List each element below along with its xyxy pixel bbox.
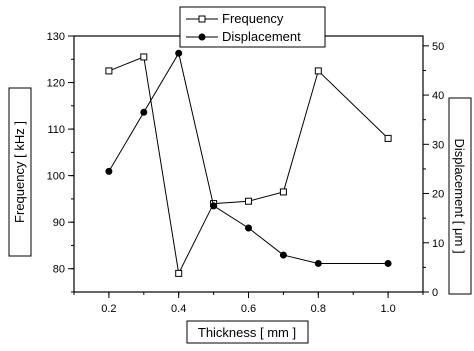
left-y-tick-label: 100 (47, 171, 65, 183)
frequency-point (314, 67, 322, 75)
x-axis: 0.2 0.4 0.6 0.8 1.0 (73, 292, 424, 315)
legend-box (179, 6, 326, 48)
legend-label-displacement: Displacement (222, 29, 301, 44)
series-displacement (105, 49, 392, 267)
displacement-point (105, 167, 113, 175)
frequency-point (245, 197, 252, 205)
right-y-tick-label: 0 (432, 287, 438, 299)
right-y-tick-label: 20 (432, 189, 444, 201)
frequency-point (140, 53, 148, 61)
x-tick-label: 1.0 (380, 303, 395, 315)
frequency-point (279, 188, 287, 196)
left-axis-title-box (8, 87, 32, 257)
plot-frame (73, 35, 424, 293)
frequency-line (108, 56, 389, 275)
legend-label-frequency: Frequency (222, 11, 284, 26)
displacement-point (279, 251, 287, 259)
right-axis-title-box (448, 97, 472, 295)
displacement-point (210, 202, 218, 210)
displacement-point (140, 108, 148, 116)
frequency-point (105, 67, 113, 75)
frequency-point (384, 134, 392, 142)
right-axis-title: Displacement [ μm ] (452, 138, 467, 253)
left-y-tick-label: 130 (47, 31, 65, 43)
displacement-point (384, 259, 392, 267)
displacement-point (175, 49, 183, 57)
displacement-line (108, 51, 389, 264)
legend: Frequency Displacement (179, 6, 326, 48)
x-tick-label: 0.4 (171, 303, 186, 315)
right-y-tick-label: 10 (432, 238, 444, 250)
left-y-tick-label: 110 (47, 124, 65, 136)
x-tick-label: 0.2 (101, 303, 116, 315)
displacement-point (314, 259, 322, 267)
frequency-point (175, 269, 183, 277)
displacement-point (245, 224, 252, 232)
x-axis-title-box (186, 320, 309, 344)
left-y-axis: 80 90 100 110 120 130 (47, 31, 74, 293)
left-y-tick-label: 120 (47, 78, 65, 90)
x-tick-label: 0.8 (311, 303, 326, 315)
x-axis-title: Thickness [ mm ] (198, 325, 296, 340)
x-tick-label: 0.6 (241, 303, 256, 315)
right-y-tick-label: 30 (432, 139, 444, 151)
right-y-tick-label: 50 (432, 41, 444, 53)
left-axis-title: Frequency [ kHz ] (12, 121, 27, 223)
right-y-axis: 0 10 20 30 40 50 (423, 41, 444, 299)
series-frequency (105, 53, 392, 277)
left-y-tick-label: 80 (53, 264, 65, 276)
legend-marker-frequency (198, 15, 206, 23)
left-y-tick-label: 90 (53, 217, 65, 229)
right-y-tick-label: 40 (432, 90, 444, 102)
legend-marker-displacement (198, 33, 206, 41)
